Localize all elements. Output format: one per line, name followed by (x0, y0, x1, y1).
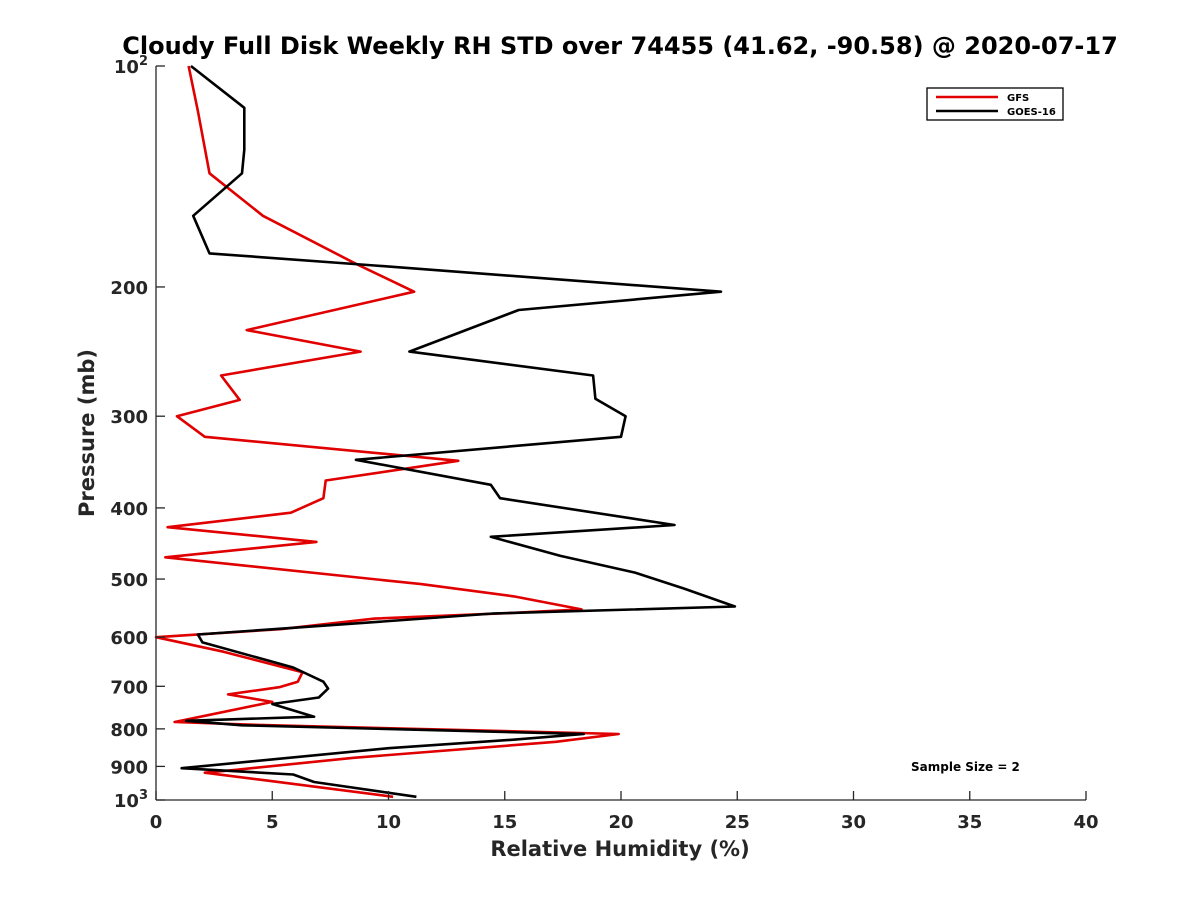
legend-box (926, 87, 1064, 121)
sample-size-annotation: Sample Size = 2 (911, 760, 1020, 774)
x-axis-label: Relative Humidity (%) (490, 837, 749, 861)
ticks-layer: 0 5 10 15 20 25 30 35 40 102 200 300 400 500 600 700 800… (110, 54, 1098, 833)
x-tick-label: 25 (725, 812, 750, 833)
legend-label-gfs: GFS (1007, 93, 1029, 104)
x-tick-label: 35 (957, 812, 982, 833)
y-tick-label: 900 (110, 757, 148, 778)
y-tick-label: 103 (114, 788, 148, 812)
x-tick-label: 20 (608, 812, 633, 833)
legend-label-goes16: GOES-16 (1007, 107, 1056, 118)
x-tick-label: 10 (376, 812, 401, 833)
chart-title: Cloudy Full Disk Weekly RH STD over 7445… (122, 32, 1118, 60)
y-tick-label: 200 (110, 278, 148, 299)
y-tick-label: 102 (114, 54, 148, 78)
legend: GFS GOES-16 (926, 87, 1064, 121)
y-axis-label: Pressure (mb) (75, 349, 99, 517)
y-tick-label: 400 (110, 499, 148, 520)
y-tick-label: 700 (110, 677, 148, 698)
x-tick-label: 0 (150, 812, 163, 833)
y-tick-label: 300 (110, 407, 148, 428)
series-layer (154, 64, 737, 799)
x-tick-label: 15 (492, 812, 517, 833)
series-line-goes16 (180, 64, 737, 799)
y-tick-label: 500 (110, 570, 148, 591)
x-tick-label: 5 (266, 812, 279, 833)
x-tick-label: 40 (1073, 812, 1098, 833)
x-tick-label: 30 (841, 812, 866, 833)
series-line-gfs (154, 65, 621, 799)
y-tick-label: 800 (110, 720, 148, 741)
y-tick-label: 600 (110, 628, 148, 649)
